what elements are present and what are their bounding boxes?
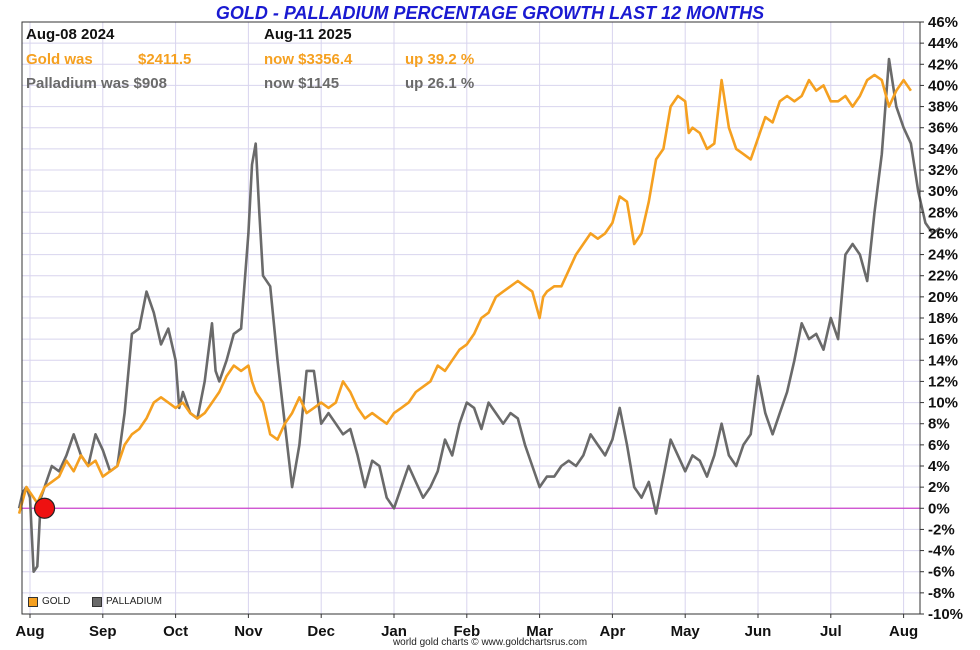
y-tick-label: 6% xyxy=(928,437,950,454)
end-date: Aug-11 2025 xyxy=(264,26,352,43)
credit-text: world gold charts © www.goldchartsrus.co… xyxy=(392,637,588,648)
y-axis-ticks: 46% 44% 42% 40% 38% 36% 34% 32% 30% 28% 26% 24% 22% 2… xyxy=(920,14,963,623)
y-tick-label: 44% xyxy=(928,35,958,52)
y-tick-label: 22% xyxy=(928,268,958,285)
y-tick-label: 30% xyxy=(928,183,958,200)
y-tick-label: 0% xyxy=(928,500,950,517)
x-axis-ticks: Aug Sep Oct Nov Dec Jan Feb Mar Apr May Jun Jul Aug xyxy=(15,614,918,640)
y-tick-label: 46% xyxy=(928,14,958,31)
gold-up: up 39.2 % xyxy=(405,51,475,68)
legend-gold: GOLD xyxy=(28,596,70,607)
y-tick-label: 10% xyxy=(928,395,958,412)
x-tick-label: Jun xyxy=(745,623,772,640)
series-line-gold xyxy=(17,73,912,514)
y-tick-label: 32% xyxy=(928,162,958,179)
plot-series xyxy=(17,57,941,574)
x-tick-label: Sep xyxy=(89,623,117,640)
y-tick-label: 42% xyxy=(928,56,958,73)
x-tick-label: May xyxy=(671,623,701,640)
y-tick-label: 38% xyxy=(928,99,958,116)
legend-palladium-swatch xyxy=(92,596,102,607)
x-tick-label: Apr xyxy=(599,623,625,640)
y-tick-label: 28% xyxy=(928,204,958,221)
y-tick-label: 18% xyxy=(928,310,958,327)
y-tick-label: -6% xyxy=(928,564,955,581)
x-tick-label: Dec xyxy=(307,623,335,640)
y-tick-label: -4% xyxy=(928,543,955,560)
gold-was-label: Gold was xyxy=(26,51,93,68)
x-tick-label: Aug xyxy=(15,623,44,640)
y-tick-label: -2% xyxy=(928,521,955,538)
start-date: Aug-08 2024 xyxy=(26,26,115,43)
y-tick-label: 12% xyxy=(928,373,958,390)
legend-gold-swatch xyxy=(28,596,38,607)
y-tick-label: 20% xyxy=(928,289,958,306)
palladium-up: up 26.1 % xyxy=(405,75,475,92)
x-tick-label: Jan xyxy=(381,623,407,640)
start-marker xyxy=(33,497,56,519)
series-line-palladium xyxy=(17,57,941,574)
x-tick-label: Mar xyxy=(526,623,553,640)
y-tick-label: 26% xyxy=(928,225,958,242)
plot-frame xyxy=(21,21,921,615)
legend-palladium: PALLADIUM xyxy=(92,596,162,607)
x-tick-label: Jul xyxy=(820,623,842,640)
legend-palladium-label: PALLADIUM xyxy=(106,596,162,607)
y-tick-label: 40% xyxy=(928,77,958,94)
x-tick-label: Feb xyxy=(453,623,480,640)
y-tick-label: 34% xyxy=(928,141,958,158)
x-tick-label: Aug xyxy=(889,623,918,640)
y-tick-label: 24% xyxy=(928,247,958,264)
y-tick-label: 14% xyxy=(928,352,958,369)
gold-now: now $3356.4 xyxy=(264,51,353,68)
y-tick-label: -8% xyxy=(928,585,955,602)
y-tick-label: 16% xyxy=(928,331,958,348)
y-tick-label: 4% xyxy=(928,458,950,475)
y-tick-label: -10% xyxy=(928,606,963,623)
legend-gold-label: GOLD xyxy=(42,596,71,607)
grid-lines xyxy=(22,21,920,615)
y-tick-label: 2% xyxy=(928,479,950,496)
palladium-was: Palladium was $908 xyxy=(26,75,167,92)
x-tick-label: Nov xyxy=(234,623,263,640)
chart-title: GOLD - PALLADIUM PERCENTAGE GROWTH LAST … xyxy=(215,3,765,23)
palladium-now: now $1145 xyxy=(264,75,340,92)
y-tick-label: 8% xyxy=(928,416,950,433)
y-tick-label: 36% xyxy=(928,120,958,137)
gold-was-value: $2411.5 xyxy=(138,51,192,68)
x-tick-label: Oct xyxy=(163,623,188,640)
